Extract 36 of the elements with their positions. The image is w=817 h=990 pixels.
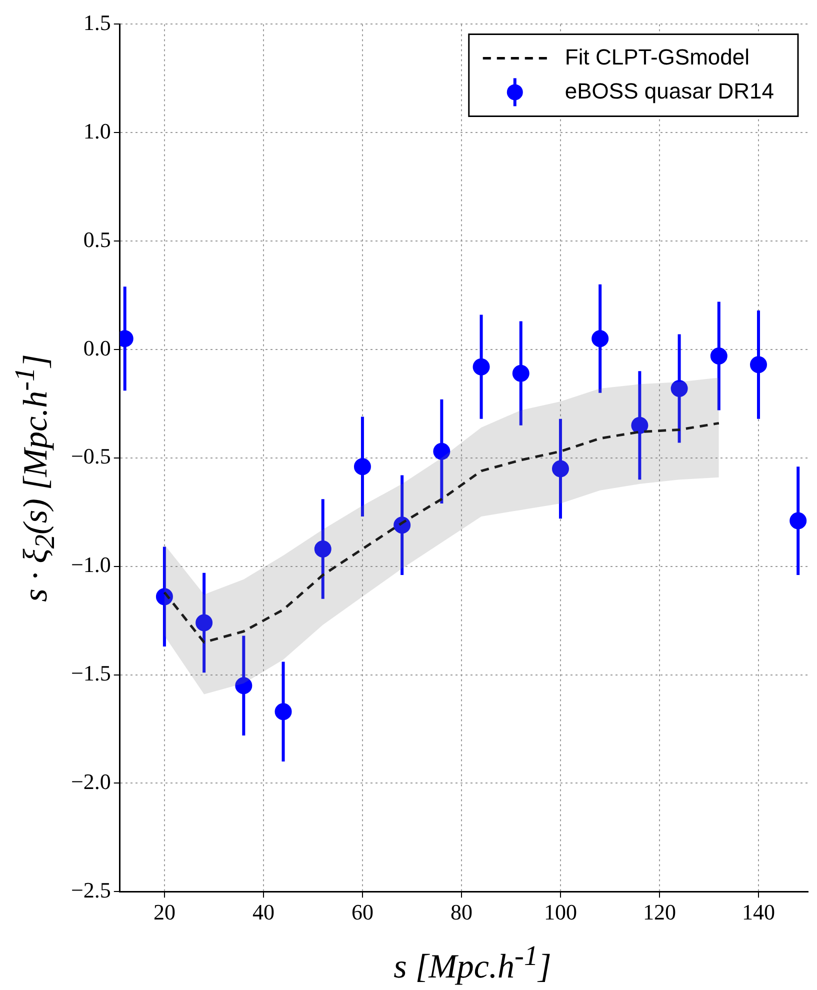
point [394,516,411,534]
point [512,364,530,382]
y-tick-label: −0.5 [70,444,111,469]
x-tick-label: 100 [544,900,577,925]
x-tick-label: 80 [450,900,472,925]
legend-label: Fit CLPT-GSmodel [564,44,750,70]
point [472,358,490,376]
y-tick-label: 1.5 [83,10,111,35]
x-tick-label: 20 [153,900,176,925]
point [790,512,807,530]
point [710,347,728,364]
y-tick-label: 0.0 [83,335,111,360]
y-tick-label: −1.0 [70,552,111,578]
x-tick-label: 120 [642,900,676,925]
point [670,380,688,398]
point [314,540,332,558]
point [631,416,648,434]
x-tick-label: 40 [252,900,274,925]
point [235,677,252,694]
x-axis-title: s [Mpc.h$^{-1}$] [392,940,552,986]
point [274,703,292,720]
y-tick-label: 1.0 [83,118,111,144]
point [552,460,569,478]
x-tick-label: 60 [351,900,374,925]
point [592,330,609,348]
y-tick-label: 0.5 [83,226,111,252]
point [156,588,173,606]
point [750,356,767,374]
y-tick-label: −2.0 [70,768,111,794]
y-tick-label: −2.5 [70,877,111,902]
y-tick-label: −1.5 [70,660,111,686]
point [196,614,213,632]
x-tick-label: 140 [742,900,775,925]
point [354,458,371,476]
legend-label: eBOSS quasar DR14 [564,78,774,104]
point [433,442,450,460]
